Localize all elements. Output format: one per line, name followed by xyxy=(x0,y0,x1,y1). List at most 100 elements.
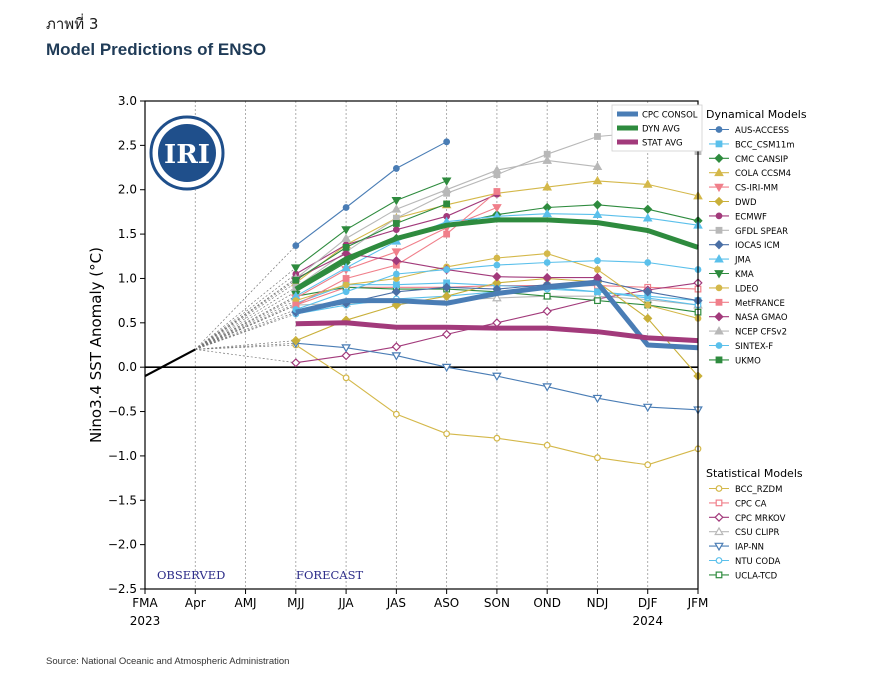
point-IAP-NN-DJF xyxy=(642,403,653,413)
point-MetFRANCE-ASO xyxy=(443,230,451,238)
x-tick-label: AMJ xyxy=(234,596,256,610)
legend-statistical: Statistical Models BCC_RZDM CPC CA CPC MRK… xyxy=(706,467,803,581)
point-JMA-NDJ xyxy=(592,209,603,218)
point-JMA-DJF xyxy=(642,213,653,222)
point-COLA CCSM4-DJF xyxy=(642,179,653,188)
legend-marker-AUS-ACCESS xyxy=(715,126,723,133)
point-UKMO-JAS xyxy=(392,220,400,227)
point-MetFRANCE-JJA xyxy=(342,275,350,282)
figure-number: ภาพที่ 3 xyxy=(46,15,99,33)
point-NCEP CFSv2-JAS xyxy=(391,204,402,213)
connector-COLA CCSM4 xyxy=(195,282,297,350)
legend-label-GFDL SPEAR: GFDL SPEAR xyxy=(735,227,788,237)
plot-frame xyxy=(144,100,699,590)
figure-title: Model Predictions of ENSO xyxy=(46,40,267,59)
point-SINTEX-F-JJA xyxy=(342,288,350,296)
point-UCLA-TCD-NDJ xyxy=(594,297,601,305)
legend-label-SINTEX-F: SINTEX-F xyxy=(735,342,773,352)
summary-series xyxy=(294,217,699,351)
legend-marker-KMA xyxy=(714,270,724,279)
point-LDEO-JJA xyxy=(342,281,350,289)
point-SINTEX-F-JAS xyxy=(392,270,400,278)
legend-label-UKMO: UKMO xyxy=(735,356,761,366)
legend-label-CPC MRKOV: CPC MRKOV xyxy=(735,514,786,524)
point-LDEO-NDJ xyxy=(594,266,601,273)
point-CMC CANSIP-NDJ xyxy=(592,200,603,210)
series-UKMO xyxy=(292,200,451,284)
point-UKMO-ASO xyxy=(443,200,451,208)
point-BCC_RZDM-JAS xyxy=(392,410,400,418)
y-tick-label: 1.0 xyxy=(118,271,137,285)
point-COLA CCSM4-OND xyxy=(542,182,553,191)
point-IOCAS ICM-JAS xyxy=(391,287,402,297)
logo-disc xyxy=(158,124,216,182)
legend-marker-BCC_CSM11m xyxy=(715,140,723,148)
legend-marker-DWD xyxy=(714,196,724,207)
point-SINTEX-F-NDJ xyxy=(594,257,601,265)
point-IOCAS ICM-DJF xyxy=(643,287,653,297)
legend-marker-JMA xyxy=(714,254,724,263)
point-DWD-ASO xyxy=(441,291,452,301)
point-ECMWF-JAS xyxy=(392,226,400,234)
legend-marker-BCC_RZDM xyxy=(715,485,723,492)
legend-marker-CMC CANSIP xyxy=(714,153,724,163)
legend-marker-CS-IRI-MM xyxy=(714,183,724,193)
legend-label-CPC CA: CPC CA xyxy=(735,499,767,509)
point-NCEP CFSv2-ASO xyxy=(441,184,452,194)
point-CPC MRKOV-JJA xyxy=(341,350,351,361)
point-BCC_RZDM-OND xyxy=(543,441,551,449)
legend-summary: CPC CONSOL DYN AVG STAT AVG xyxy=(611,104,703,152)
connector-LDEO xyxy=(195,300,296,350)
point-CPC MRKOV-ASO xyxy=(441,329,452,340)
point-SINTEX-F-OND xyxy=(543,259,551,266)
connector-BCC_CSM11m xyxy=(195,302,296,350)
observed-to-forecast-lines xyxy=(195,245,297,364)
x-tick-label: FMA xyxy=(132,596,158,610)
legend-label-NTU CODA: NTU CODA xyxy=(735,557,780,567)
point-IAP-NN-SON xyxy=(492,372,502,382)
y-tick-label: −2.0 xyxy=(108,538,137,552)
line-KMA xyxy=(295,180,447,269)
legend-dynamical-title: Dynamical Models xyxy=(706,108,807,121)
point-SINTEX-F-ASO xyxy=(443,266,451,273)
axes: 3.0 2.5 2.0 1.5 1.0 0.5 0.0 −0.5 −1.0 −1.5 −2.0 −2.… xyxy=(108,94,709,628)
observed-annotation: OBSERVED xyxy=(157,568,225,582)
point-IAP-NN-JJA xyxy=(341,344,351,353)
observed-line xyxy=(144,348,196,378)
point-BCC_CSM11m-NDJ xyxy=(594,288,601,296)
point-CMC CANSIP-DJF xyxy=(643,204,653,214)
point-NASA GMAO-JAS xyxy=(391,256,402,266)
legend-marker-GFDL SPEAR xyxy=(715,226,723,234)
point-JMA-JJA xyxy=(341,262,351,272)
connector-CPC MRKOV xyxy=(195,349,296,364)
iri-logo: IRI xyxy=(149,115,225,191)
point-NCEP CFSv2-SON xyxy=(492,165,502,174)
legend-statistical-title: Statistical Models xyxy=(706,467,803,480)
legend-marker-LDEO xyxy=(715,284,723,292)
line-DYN AVG xyxy=(294,217,699,292)
line-AUS-ACCESS xyxy=(295,141,447,247)
connector-NTU CODA xyxy=(195,313,296,350)
connector-DWD xyxy=(195,340,296,350)
point-IOCAS ICM-ASO xyxy=(441,282,452,292)
point-LDEO-OND xyxy=(543,250,551,258)
forecast-annotation: FORECAST xyxy=(296,568,363,582)
connector-ECMWF xyxy=(195,273,297,350)
x-tick-label: OND xyxy=(533,596,561,610)
legend-marker-COLA CCSM4 xyxy=(714,167,724,177)
legend-label-IAP-NN: IAP-NN xyxy=(735,543,764,553)
source-note: Source: National Oceanic and Atmospheric… xyxy=(46,656,290,667)
legend-label-DYN AVG: DYN AVG xyxy=(642,125,680,135)
point-NCEP CFSv2-OND xyxy=(542,155,553,164)
point-AUS-ACCESS-ASO xyxy=(443,138,451,146)
connector-AUS-ACCESS xyxy=(195,245,297,350)
y-axis-label: Nino3.4 SST Anomaly (°C) xyxy=(87,247,105,443)
y-tick-label: 2.0 xyxy=(118,183,137,197)
y-tick-label: −1.0 xyxy=(108,449,137,463)
point-IAP-NN-ASO xyxy=(441,363,452,373)
connector-UKMO xyxy=(195,279,297,350)
legend-marker-IAP-NN xyxy=(714,542,724,552)
point-BCC_CSM11m-JAS xyxy=(392,281,400,289)
point-DWD-MJJ xyxy=(291,335,301,346)
